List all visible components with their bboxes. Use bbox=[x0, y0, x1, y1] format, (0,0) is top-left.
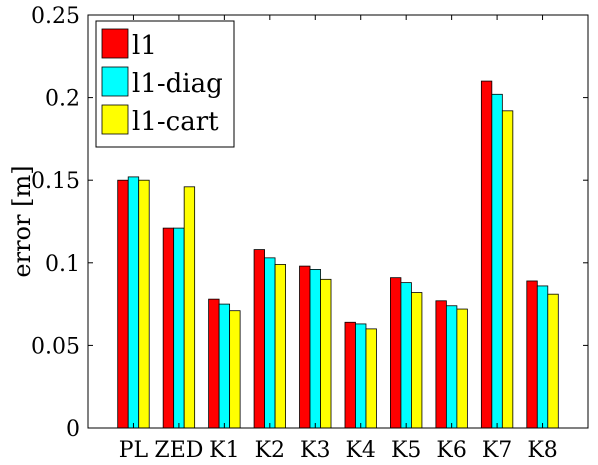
legend-swatch-l1 bbox=[101, 28, 129, 59]
bar-l1-diag-ZED bbox=[173, 227, 185, 429]
bar-l1-K8 bbox=[526, 280, 538, 429]
bar-l1-diag-K2 bbox=[264, 257, 276, 429]
y-tick-label: 0.1 bbox=[45, 252, 80, 277]
bar-l1-cart-K5 bbox=[411, 292, 423, 429]
legend-label-l1-diag: l1-diag bbox=[132, 69, 223, 99]
bar-l1-diag-PL bbox=[127, 176, 140, 429]
bar-l1-diag-K7 bbox=[491, 93, 503, 429]
legend-swatch-l1-diag bbox=[101, 66, 129, 97]
bar-l1-cart-K6 bbox=[456, 308, 468, 429]
bar-l1-K2 bbox=[253, 249, 265, 429]
x-tick-label-K7: K7 bbox=[482, 438, 512, 463]
bar-l1-cart-ZED bbox=[183, 186, 196, 429]
x-tick-label-K2: K2 bbox=[255, 438, 285, 463]
x-tick-label-K3: K3 bbox=[300, 438, 330, 463]
bar-l1-diag-K3 bbox=[309, 269, 321, 429]
axes-group: 0 0.05 0.1 0.15 0.2 0.25 PL ZED K1 K2 K3 K4 K5 K6 K7 K8… bbox=[8, 4, 589, 463]
y-tick-label: 0 bbox=[66, 417, 80, 442]
y-axis-title: error [m] bbox=[8, 165, 36, 277]
bar-l1-cart-K2 bbox=[274, 264, 286, 429]
y-tick-label: 0.25 bbox=[31, 4, 80, 29]
x-tick-label-K6: K6 bbox=[436, 438, 466, 463]
bar-l1-diag-K4 bbox=[355, 323, 367, 429]
bars-group bbox=[117, 80, 559, 429]
bar-l1-ZED bbox=[162, 227, 175, 429]
bar-l1-diag-K1 bbox=[218, 303, 231, 429]
bar-l1-K4 bbox=[344, 321, 356, 429]
legend: l1 l1-diag l1-cart bbox=[95, 20, 235, 148]
bar-l1-PL bbox=[117, 179, 129, 429]
y-tick-label: 0.2 bbox=[45, 87, 80, 112]
y-tick-label: 0.15 bbox=[31, 169, 80, 194]
bar-l1-cart-K1 bbox=[229, 310, 241, 429]
bar-l1-cart-K8 bbox=[547, 293, 559, 429]
legend-label-l1: l1 bbox=[132, 31, 157, 61]
bar-l1-K5 bbox=[390, 277, 402, 429]
bar-l1-cart-K3 bbox=[320, 278, 332, 429]
x-tick-label-K5: K5 bbox=[391, 438, 421, 463]
x-tick-label-K4: K4 bbox=[346, 438, 376, 463]
bar-l1-K1 bbox=[208, 298, 220, 429]
bar-l1-K7 bbox=[480, 80, 493, 429]
bar-l1-diag-K5 bbox=[400, 282, 412, 429]
bar-l1-cart-PL bbox=[138, 179, 150, 429]
bar-l1-cart-K4 bbox=[365, 328, 377, 429]
plot-frame bbox=[87, 14, 589, 429]
x-tick-label-PL: PL bbox=[119, 438, 149, 463]
x-tick-label-ZED: ZED bbox=[154, 438, 203, 463]
y-tick-label: 0.05 bbox=[31, 334, 80, 359]
bar-l1-diag-K6 bbox=[445, 305, 458, 429]
legend-label-l1-cart: l1-cart bbox=[132, 107, 219, 137]
bar-l1-K6 bbox=[435, 300, 447, 429]
bar-l1-diag-K8 bbox=[536, 285, 549, 429]
x-tick-label-K8: K8 bbox=[527, 438, 557, 463]
bar-l1-K3 bbox=[299, 265, 311, 429]
x-tick-label-K1: K1 bbox=[209, 438, 239, 463]
legend-swatch-l1-cart bbox=[101, 104, 129, 135]
bar-l1-cart-K7 bbox=[501, 110, 514, 429]
